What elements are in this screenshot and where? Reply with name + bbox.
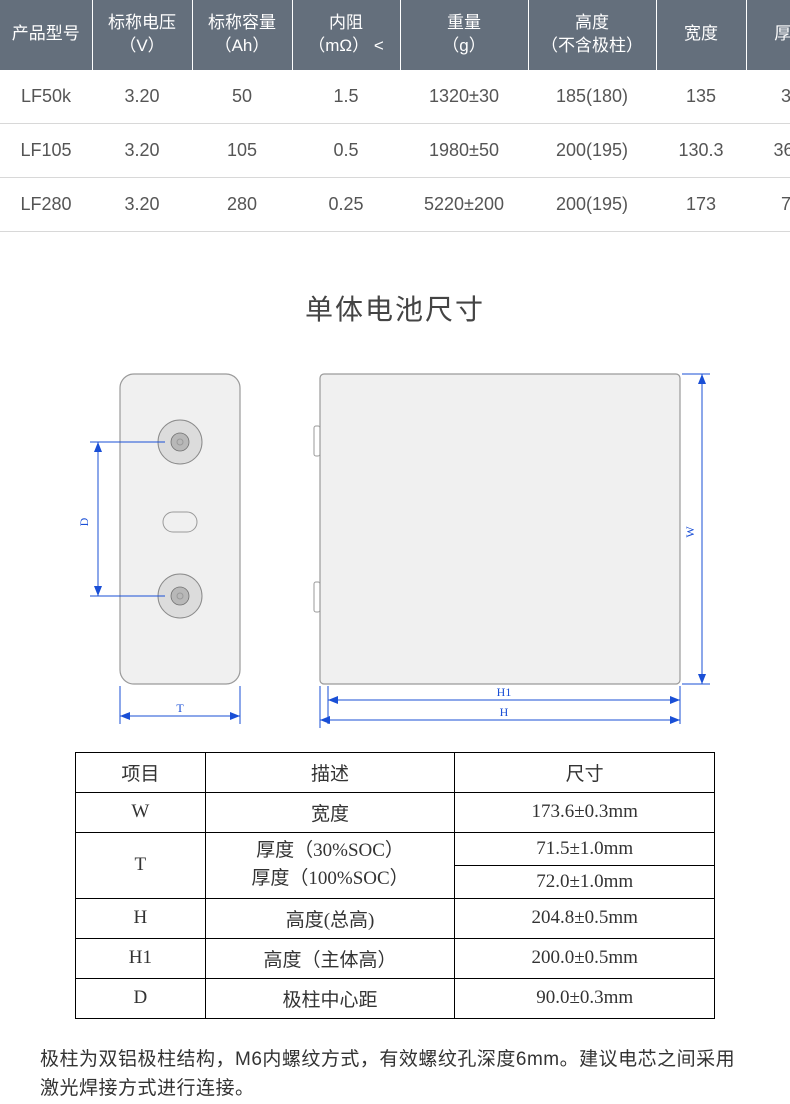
cell: 200(195) <box>528 177 656 231</box>
cell: 72.0±1.0mm <box>455 865 715 898</box>
table-row: H1 高度（主体高） 200.0±0.5mm <box>76 938 715 978</box>
cell: D <box>76 978 206 1018</box>
cell: 90.0±0.3mm <box>455 978 715 1018</box>
cell: H1 <box>76 938 206 978</box>
table-row: D 极柱中心距 90.0±0.3mm <box>76 978 715 1018</box>
cell-dimension-diagram: D T H1 H W <box>70 364 720 734</box>
cell: 200(195) <box>528 123 656 177</box>
cell: 厚度（30%SOC）厚度（100%SOC） <box>205 832 455 898</box>
spec-body: LF50k 3.20 50 1.5 1320±30 185(180) 135 3… <box>0 70 790 232</box>
col-model: 产品型号 <box>0 0 92 70</box>
col-capacity: 标称容量（Ah） <box>192 0 292 70</box>
cell: LF280 <box>0 177 92 231</box>
dim-col-item: 项目 <box>76 752 206 792</box>
cell: 0.5 <box>292 123 400 177</box>
table-row: H 高度(总高) 204.8±0.5mm <box>76 898 715 938</box>
cell: 185(180) <box>528 70 656 124</box>
cell: 105 <box>192 123 292 177</box>
cell: LF105 <box>0 123 92 177</box>
cell: LF50k <box>0 70 92 124</box>
cell: 1.5 <box>292 70 400 124</box>
cell: 高度(总高) <box>205 898 455 938</box>
dim-header-row: 项目 描述 尺寸 <box>76 752 715 792</box>
cell: 3.20 <box>92 123 192 177</box>
cell: 130.3 <box>656 123 746 177</box>
cell: 3.20 <box>92 177 192 231</box>
cell: 极柱中心距 <box>205 978 455 1018</box>
svg-text:H: H <box>500 705 509 719</box>
table-row: W 宽度 173.6±0.3mm <box>76 792 715 832</box>
svg-text:D: D <box>77 517 91 526</box>
cell: 204.8±0.5mm <box>455 898 715 938</box>
cell: W <box>76 792 206 832</box>
col-ir: 内阻（mΩ） < <box>292 0 400 70</box>
table-row: LF105 3.20 105 0.5 1980±50 200(195) 130.… <box>0 123 790 177</box>
dim-col-desc: 描述 <box>205 752 455 792</box>
cell: T <box>76 832 206 898</box>
cell: 173.6±0.3mm <box>455 792 715 832</box>
svg-text:T: T <box>176 701 184 715</box>
cell: 30 <box>746 70 790 124</box>
cell: 200.0±0.5mm <box>455 938 715 978</box>
cell: 0.25 <box>292 177 400 231</box>
table-row: LF50k 3.20 50 1.5 1320±30 185(180) 135 3… <box>0 70 790 124</box>
cell: 173 <box>656 177 746 231</box>
cell: 280 <box>192 177 292 231</box>
dimension-table: 项目 描述 尺寸 W 宽度 173.6±0.3mm T 厚度（30%SOC）厚度… <box>75 752 715 1019</box>
col-thick: 厚度 <box>746 0 790 70</box>
cell: 高度（主体高） <box>205 938 455 978</box>
cell: 1320±30 <box>400 70 528 124</box>
footnote-text: 极柱为双铝极柱结构，M6内螺纹方式，有效螺纹孔深度6mm。建议电芯之间采用激光焊… <box>40 1045 750 1104</box>
cell: 1980±50 <box>400 123 528 177</box>
cell: 72 <box>746 177 790 231</box>
spec-table: 产品型号 标称电压（V） 标称容量（Ah） 内阻（mΩ） < 重量（g） 高度（… <box>0 0 790 232</box>
cell: 135 <box>656 70 746 124</box>
svg-text:W: W <box>683 526 697 538</box>
cell: 5220±200 <box>400 177 528 231</box>
cell: 71.5±1.0mm <box>455 832 715 865</box>
dim-col-size: 尺寸 <box>455 752 715 792</box>
table-row: LF280 3.20 280 0.25 5220±200 200(195) 17… <box>0 177 790 231</box>
spec-header-row: 产品型号 标称电压（V） 标称容量（Ah） 内阻（mΩ） < 重量（g） 高度（… <box>0 0 790 70</box>
cell: 宽度 <box>205 792 455 832</box>
table-row: T 厚度（30%SOC）厚度（100%SOC） 71.5±1.0mm <box>76 832 715 865</box>
section-title: 单体电池尺寸 <box>0 288 790 328</box>
col-weight: 重量（g） <box>400 0 528 70</box>
cell: 50 <box>192 70 292 124</box>
cell: 3.20 <box>92 70 192 124</box>
col-height: 高度（不含极柱） <box>528 0 656 70</box>
svg-text:H1: H1 <box>497 685 512 699</box>
cell: 36.7 <box>746 123 790 177</box>
col-voltage: 标称电压（V） <box>92 0 192 70</box>
col-width: 宽度 <box>656 0 746 70</box>
cell: H <box>76 898 206 938</box>
